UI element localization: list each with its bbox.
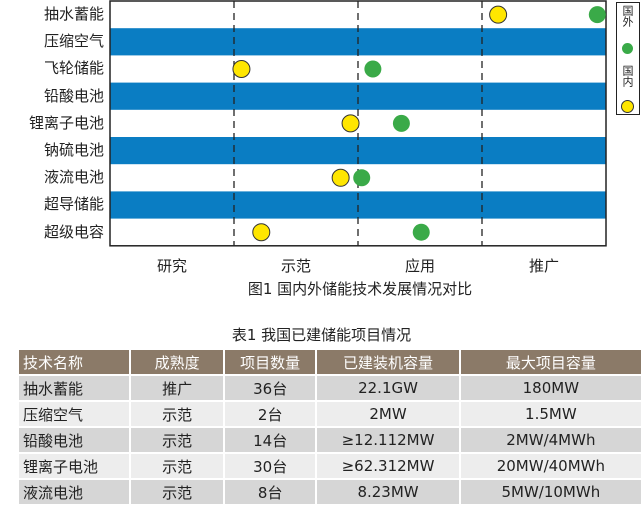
stage-label: 应用: [404, 257, 435, 275]
column-header: 最大项目容量: [459, 350, 643, 376]
row-label: 超级电容: [43, 222, 104, 241]
domestic-point: [232, 60, 251, 78]
table-cell: 锂离子电池: [19, 453, 132, 480]
table-row: 液流电池 示范 8台 8.23MW 5MW/10MWh: [19, 479, 643, 506]
column-header: 技术名称: [19, 350, 132, 376]
stage-label: 研究: [156, 257, 187, 275]
table-cell: 8.23MW: [316, 479, 461, 506]
projects-table: 技术名称 成熟度 项目数量 已建装机容量 最大项目容量 抽水蓄能 推广 36台 22.1GW 1…: [19, 350, 643, 506]
column-header: 项目数量: [224, 350, 318, 376]
table-cell: ≥62.312MW: [316, 453, 461, 480]
plot-frame: [109, 0, 607, 247]
table-row: 压缩空气 示范 2台 2MW 1.5MW: [19, 401, 643, 428]
table-cell: 示范: [130, 453, 226, 480]
legend: 国外 国内: [616, 2, 640, 115]
table-cell: 1.5MW: [459, 401, 643, 428]
table-cell: 22.1GW: [316, 375, 461, 402]
row-label: 钠硫电池: [43, 141, 104, 159]
domestic-point: [341, 114, 360, 133]
table-cell: 2MW: [316, 401, 461, 428]
table-cell: 铅酸电池: [19, 427, 132, 454]
foreign-point: [353, 169, 371, 187]
table-cell: 2台: [224, 401, 318, 428]
table-cell: 抽水蓄能: [19, 375, 132, 402]
table-cell: 2MW/4MWh: [459, 427, 643, 454]
legend-label-foreign: 国外: [621, 5, 634, 27]
foreign-point: [588, 6, 606, 24]
table-cell: 8台: [224, 479, 318, 506]
table-cell: 30台: [224, 453, 318, 480]
stage-label: 示范: [280, 257, 311, 275]
table-header-row: 技术名称 成熟度 项目数量 已建装机容量 最大项目容量: [19, 350, 643, 376]
row-label: 锂离子电池: [28, 113, 104, 132]
table-row: 抽水蓄能 推广 36台 22.1GW 180MW: [19, 375, 643, 402]
row-label: 飞轮储能: [43, 59, 104, 78]
table-cell: 推广: [130, 375, 226, 402]
foreign-point: [392, 114, 410, 132]
table-cell: 14台: [224, 427, 318, 454]
domestic-point: [331, 168, 350, 187]
stage-label: 推广: [528, 257, 559, 275]
row-label: 压缩空气: [43, 32, 104, 51]
table-cell: 180MW: [459, 375, 643, 402]
table-row: 锂离子电池 示范 30台 ≥62.312MW 20MW/40MWh: [19, 453, 643, 480]
legend-dot-foreign: [622, 43, 633, 54]
row-label: 铅酸电池: [43, 86, 104, 105]
column-header: 已建装机容量: [316, 350, 461, 376]
table-cell: 示范: [130, 427, 226, 454]
legend-dot-domestic: [621, 100, 634, 113]
figure-caption: 图1 国内外储能技术发展情况对比: [247, 280, 473, 298]
table-cell: 示范: [130, 401, 226, 428]
foreign-point: [364, 60, 382, 78]
table-cell: 液流电池: [19, 479, 132, 506]
table-cell: 压缩空气: [19, 401, 132, 428]
row-label: 液流电池: [43, 168, 104, 187]
domestic-point: [252, 223, 271, 242]
table-cell: 36台: [224, 375, 318, 402]
table-cell: 5MW/10MWh: [459, 479, 643, 506]
domestic-point: [489, 5, 508, 24]
table-cell: 示范: [130, 479, 226, 506]
foreign-point: [412, 223, 430, 241]
row-label: 抽水蓄能: [43, 5, 104, 23]
stage-chart: [109, 0, 607, 247]
table-cell: ≥12.112MW: [316, 427, 461, 454]
table-title: 表1 我国已建储能项目情况: [231, 326, 412, 344]
table-row: 铅酸电池 示范 14台 ≥12.112MW 2MW/4MWh: [19, 427, 643, 454]
row-label: 超导储能: [43, 195, 104, 214]
table-cell: 20MW/40MWh: [459, 453, 643, 480]
column-header: 成熟度: [130, 350, 226, 376]
legend-label-domestic: 国内: [621, 65, 634, 87]
